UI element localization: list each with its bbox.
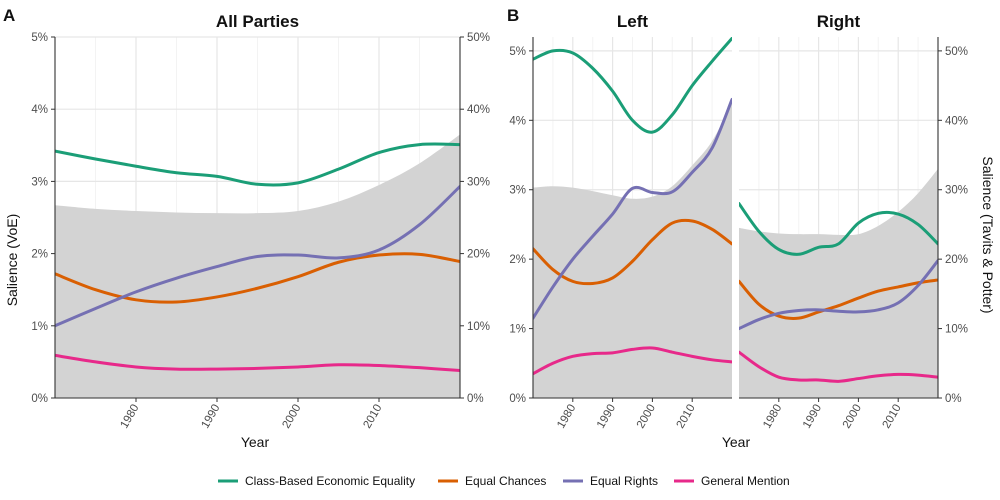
x-tick-label-a-1980: 1980 — [118, 403, 141, 431]
y-tick-label-a-3: 3% — [31, 176, 48, 188]
panel-letter-left: B — [507, 6, 519, 25]
y2-tick-label-a-1: 10% — [467, 321, 490, 333]
y-tick-label-left-1: 1% — [509, 324, 526, 336]
y-tick-label-left-2: 2% — [509, 254, 526, 266]
y-tick-label-a-5: 5% — [31, 32, 48, 44]
y2-tick-label-a-4: 40% — [467, 104, 490, 116]
panel-title-right: Right — [817, 12, 861, 31]
y-tick-label-a-4: 4% — [31, 104, 48, 116]
x-tick-label-left-1990: 1990 — [595, 403, 618, 431]
y2-tick-label-right-1: 10% — [945, 324, 968, 336]
x-tick-label-left-2010: 2010 — [675, 403, 698, 431]
series-line-general-mention-left — [533, 346, 732, 376]
y2-tick-label-right-4: 40% — [945, 115, 968, 127]
x-tick-label-left-1980: 1980 — [555, 403, 578, 431]
y-axis-label-right: Salience (Tavits & Potter) — [980, 156, 996, 313]
y2-tick-label-right-2: 20% — [945, 254, 968, 266]
y-tick-label-a-2: 2% — [31, 249, 48, 261]
panel-right: 1980 1990 2000 2010 0% 10% 20% 30% 40% 50% Right — [739, 12, 968, 431]
legend-label-general-mention: General Mention — [701, 474, 790, 488]
panel-title-a: All Parties — [216, 12, 299, 31]
series-line-equal-chances-left — [533, 218, 732, 286]
series-line-equal-rights-a — [55, 184, 460, 328]
x-tick-label-a-2010: 2010 — [361, 403, 384, 431]
series-line-general-mention-a — [55, 353, 460, 373]
x-tick-label-right-1990: 1990 — [801, 403, 824, 431]
y-tick-label-a-1: 1% — [31, 321, 48, 333]
legend-item-general-mention: General Mention — [674, 474, 790, 488]
area-tavits-potter-a — [55, 134, 460, 398]
y-tick-label-left-4: 4% — [509, 115, 526, 127]
series-line-class-based-economic-equality-a — [55, 142, 460, 187]
x-tick-label-a-1990: 1990 — [199, 403, 222, 431]
legend-label-equal-rights: Equal Rights — [590, 474, 658, 488]
y2-tick-label-a-5: 50% — [467, 32, 490, 44]
x-axis-label-b: Year — [722, 434, 751, 450]
x-axis-label-a: Year — [241, 434, 270, 450]
panel-left: 1980 1990 2000 2010 0% 1% 2% 3% 4% 5% Left B — [507, 6, 732, 431]
y-tick-label-a-0: 0% — [31, 393, 48, 405]
panel-letter-a: A — [3, 6, 15, 25]
y2-tick-label-right-3: 30% — [945, 185, 968, 197]
y2-tick-label-right-0: 0% — [945, 393, 962, 405]
series-line-class-based-economic-equality-left — [533, 37, 732, 134]
area-tavits-potter-left — [533, 102, 732, 398]
legend-item-class-based: Class-Based Economic Equality — [218, 474, 415, 488]
x-tick-label-right-2010: 2010 — [881, 403, 904, 431]
series-line-general-mention-right — [739, 350, 938, 383]
x-tick-label-right-2000: 2000 — [841, 403, 864, 431]
y-tick-label-left-5: 5% — [509, 46, 526, 58]
y-tick-label-left-3: 3% — [509, 185, 526, 197]
y2-tick-label-right-5: 50% — [945, 46, 968, 58]
y-tick-label-left-0: 0% — [509, 393, 526, 405]
y2-tick-label-a-2: 20% — [467, 249, 490, 261]
legend-item-equal-rights: Equal Rights — [563, 474, 658, 488]
y-axis-label-left: Salience (VoE) — [4, 214, 20, 307]
panel-all-parties: 1980 1990 2000 2010 0% 1% 2% 3% 4% 5% 0% 10% 20% 30% 4… — [3, 6, 490, 431]
legend: Class-Based Economic Equality Equal Chan… — [218, 474, 790, 488]
legend-label-class-based: Class-Based Economic Equality — [245, 474, 415, 488]
legend-label-equal-chances: Equal Chances — [465, 474, 546, 488]
x-tick-label-right-1980: 1980 — [761, 403, 784, 431]
area-tavits-potter-right — [739, 168, 938, 398]
series-line-equal-rights-right — [739, 259, 938, 331]
x-tick-label-a-2000: 2000 — [280, 403, 303, 431]
series-line-class-based-economic-equality-right — [739, 202, 938, 256]
x-tick-label-left-2000: 2000 — [635, 403, 658, 431]
series-line-equal-rights-left — [533, 97, 732, 320]
panel-title-left: Left — [617, 12, 649, 31]
y2-tick-label-a-3: 30% — [467, 176, 490, 188]
y2-tick-label-a-0: 0% — [467, 393, 484, 405]
legend-item-equal-chances: Equal Chances — [438, 474, 546, 488]
